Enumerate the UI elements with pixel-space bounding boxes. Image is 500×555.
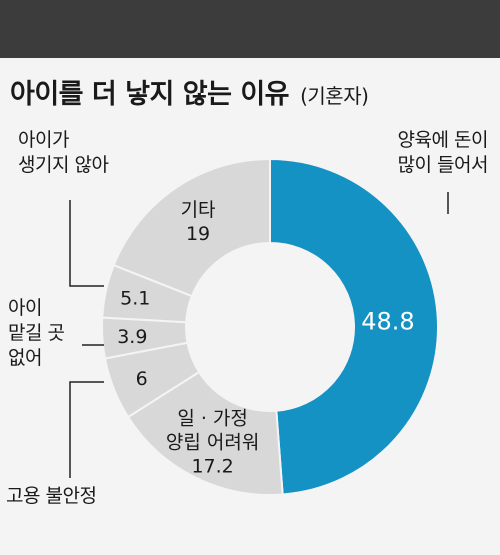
outer-label-no-childcare: 아이 맡길 곳 없어 xyxy=(8,297,65,369)
slice-label-work-family: 일 · 가정 xyxy=(177,407,248,429)
leader-line-infertility xyxy=(69,200,104,287)
leader-line-job-insecurity xyxy=(69,381,104,478)
outer-label-childcare-cost: 양육에 돈이 많이 들어서 xyxy=(397,129,489,176)
outer-label-job-insecurity: 고용 불안정 xyxy=(6,485,97,507)
slice-other xyxy=(112,157,271,298)
slice-label-work-family-1: 양립 어려워 xyxy=(166,431,259,453)
slice-label-other-1: 19 xyxy=(186,223,210,245)
title-row: 아이를 더 낳지 않는 이유 (기혼자) xyxy=(10,72,490,111)
header-bar xyxy=(0,0,500,58)
chart-title: 아이를 더 낳지 않는 이유 xyxy=(10,79,290,110)
slice-label-work-family-2: 17.2 xyxy=(191,455,233,477)
value-label-no-childcare: 3.9 xyxy=(117,326,147,348)
value-label-job-insecurity: 6 xyxy=(136,368,148,390)
slice-label-other: 기타 xyxy=(181,199,216,221)
outer-label-infertility: 아이가 생기지 않아 xyxy=(18,129,109,176)
value-label-infertility: 5.1 xyxy=(120,287,150,309)
slice-childcare-cost xyxy=(269,157,439,496)
slice-work-family xyxy=(126,370,284,496)
chart-subtitle: (기혼자) xyxy=(300,84,369,108)
value-label-childcare-cost: 48.8 xyxy=(361,308,414,336)
